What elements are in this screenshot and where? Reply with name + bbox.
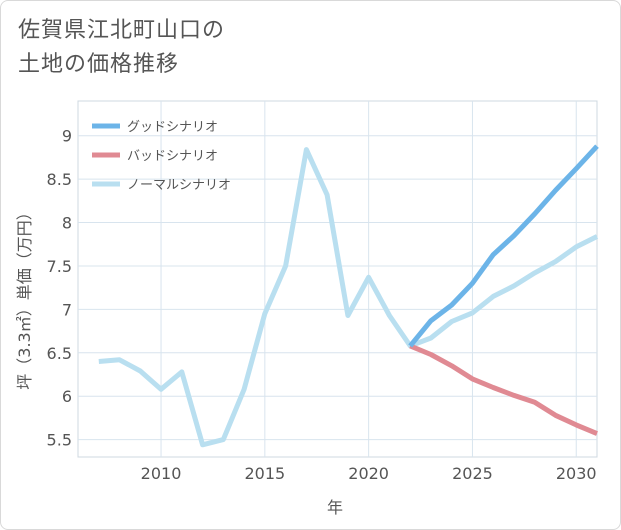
series-line-0 — [408, 144, 599, 348]
legend-label: グッドシナリオ — [127, 120, 218, 135]
x-axis-label: 年 — [327, 498, 343, 517]
y-tick-label: 8 — [62, 214, 72, 233]
y-tick-label: 6 — [62, 387, 72, 406]
x-tick-label: 2010 — [141, 464, 182, 483]
y-tick-label: 5.5 — [47, 431, 72, 450]
series-lines — [98, 144, 599, 448]
series-line-1 — [409, 343, 598, 436]
y-tick-label: 9 — [62, 127, 72, 146]
x-tick-label: 2030 — [556, 464, 597, 483]
legend-label: ノーマルシナリオ — [127, 178, 231, 193]
y-tick-label: 7.5 — [47, 257, 72, 276]
y-tick-label: 6.5 — [47, 344, 72, 363]
series-line-2 — [98, 147, 599, 448]
x-tick-label: 2020 — [348, 464, 389, 483]
y-tick-label: 8.5 — [47, 170, 72, 189]
x-tick-label: 2025 — [452, 464, 493, 483]
x-tick-label: 2015 — [244, 464, 285, 483]
legend-label: バッドシナリオ — [127, 149, 218, 164]
y-tick-labels: 5.5 6 6.5 7 7.5 8 8.5 9 — [47, 127, 72, 450]
y-tick-label: 7 — [62, 300, 72, 319]
chart-title: 佐賀県江北町山口の 土地の価格推移 — [18, 18, 226, 77]
x-tick-labels: 2010 2015 2020 2025 2030 — [141, 464, 597, 483]
plot-area — [77, 100, 598, 458]
y-axis-label: 坪（3.3㎡）単価（万円） — [15, 204, 34, 389]
